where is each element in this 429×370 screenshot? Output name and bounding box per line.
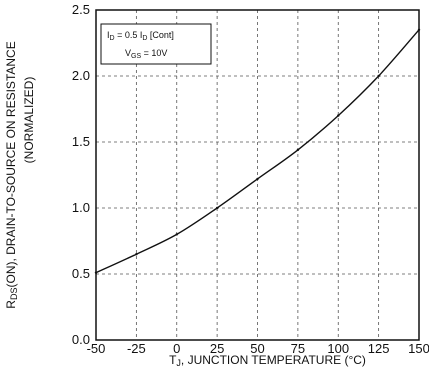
x-axis-ticks: -50 -25 0 25 50 75 100 125 150 bbox=[87, 341, 429, 356]
grid-lines bbox=[96, 10, 419, 340]
data-point bbox=[215, 206, 219, 210]
legend-box bbox=[100, 23, 212, 65]
x-tick-label: 50 bbox=[250, 341, 264, 356]
plot-frame bbox=[95, 9, 420, 341]
data-point bbox=[377, 74, 380, 78]
data-point bbox=[94, 271, 98, 274]
y-tick-label: 1.0 bbox=[72, 200, 90, 215]
y-tick-label: 1.5 bbox=[72, 134, 90, 149]
y-axis-label-line2: (NORMALIZED) bbox=[22, 77, 36, 164]
x-tick-label: 100 bbox=[327, 341, 349, 356]
legend-line-voltage: VGS = 10V bbox=[125, 48, 167, 60]
y-tick-label: 0.0 bbox=[72, 332, 90, 347]
x-tick-label: 75 bbox=[291, 341, 305, 356]
data-point bbox=[256, 177, 259, 181]
x-tick-label: 25 bbox=[210, 341, 224, 356]
y-tick-label: 2.5 bbox=[72, 2, 90, 17]
x-tick-label: -50 bbox=[87, 341, 106, 356]
data-point bbox=[417, 28, 421, 31]
data-point bbox=[296, 148, 300, 152]
x-tick-label: -25 bbox=[127, 341, 146, 356]
data-point bbox=[135, 253, 138, 256]
x-tick-label: 150 bbox=[408, 341, 429, 356]
y-axis-ticks: 0.0 0.5 1.0 1.5 2.0 2.5 bbox=[72, 2, 90, 347]
data-point bbox=[337, 114, 340, 117]
y-tick-label: 0.5 bbox=[72, 266, 90, 281]
y-tick-label: 2.0 bbox=[72, 68, 90, 83]
y-axis-label: RDS(ON), DRAIN-TO-SOURCE ON RESISTANCE bbox=[4, 41, 19, 308]
data-point bbox=[175, 233, 178, 236]
data-points bbox=[94, 28, 421, 274]
legend-line-current: ID = 0.5 ID [Cont] bbox=[107, 30, 174, 42]
legend: ID = 0.5 ID [Cont] VGS = 10V bbox=[100, 23, 212, 65]
x-tick-label: 125 bbox=[368, 341, 390, 356]
x-axis-label: TJ, JUNCTION TEMPERATURE (°C) bbox=[169, 353, 366, 368]
x-tick-label: 0 bbox=[173, 341, 180, 356]
